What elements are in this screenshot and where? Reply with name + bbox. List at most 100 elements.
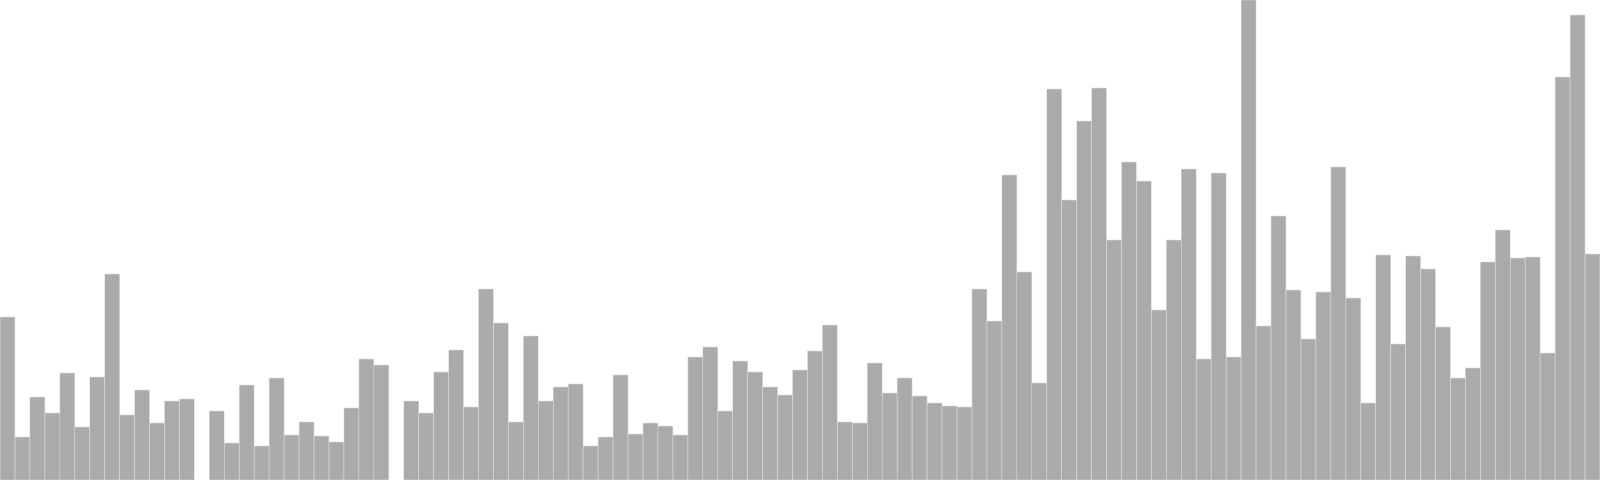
bar-27 <box>403 400 419 480</box>
bar-88 <box>1315 291 1332 480</box>
bar-12 <box>179 398 195 480</box>
bar-75 <box>1121 161 1137 480</box>
bar-22 <box>328 441 345 480</box>
bar-14 <box>209 410 225 480</box>
bar-55 <box>822 324 838 480</box>
bar-4 <box>59 372 76 480</box>
bar-1 <box>14 436 31 480</box>
bar-73 <box>1091 87 1107 480</box>
bar-9 <box>134 389 150 480</box>
bar-81 <box>1210 172 1227 480</box>
bar-72 <box>1076 120 1092 480</box>
bar-94 <box>1405 255 1421 480</box>
bar-29 <box>433 371 449 480</box>
bar-63 <box>941 405 958 480</box>
bar-99 <box>1480 261 1496 480</box>
bar-85 <box>1270 215 1287 480</box>
bar-24 <box>358 358 375 480</box>
bar-51 <box>762 386 778 480</box>
bar-33 <box>493 322 509 480</box>
bar-105 <box>1569 14 1586 480</box>
bar-104 <box>1554 76 1571 480</box>
bar-48 <box>717 410 734 480</box>
bar-60 <box>896 377 913 480</box>
bar-34 <box>508 421 524 480</box>
bar-43 <box>642 422 659 480</box>
bar-17 <box>253 445 270 480</box>
bar-44 <box>657 425 674 480</box>
bar-82 <box>1225 356 1242 480</box>
bar-92 <box>1375 254 1391 480</box>
bar-0 <box>0 316 16 480</box>
bar-78 <box>1166 239 1182 480</box>
bar-68 <box>1016 271 1033 480</box>
bar-74 <box>1106 239 1122 480</box>
bar-83 <box>1240 0 1257 480</box>
bar-38 <box>567 383 584 480</box>
bar-35 <box>523 335 539 480</box>
bar-84 <box>1255 325 1272 480</box>
bar-58 <box>866 362 883 480</box>
bar-50 <box>747 371 763 480</box>
bar-69 <box>1031 382 1048 480</box>
bar-21 <box>313 435 330 480</box>
bar-86 <box>1285 289 1302 480</box>
bar-52 <box>777 394 793 480</box>
bar-96 <box>1435 326 1451 480</box>
bar-53 <box>792 369 808 480</box>
bar-7 <box>104 273 120 480</box>
bar-77 <box>1151 309 1167 480</box>
bar-37 <box>552 386 569 480</box>
bar-8 <box>119 414 135 480</box>
bar-76 <box>1136 180 1152 480</box>
bar-89 <box>1330 166 1347 480</box>
bar-15 <box>224 442 240 480</box>
bar-40 <box>597 436 614 480</box>
bar-70 <box>1046 88 1062 480</box>
bar-28 <box>418 412 434 480</box>
bar-101 <box>1509 257 1526 480</box>
bar-95 <box>1420 268 1436 480</box>
bar-98 <box>1465 367 1481 480</box>
bar-46 <box>687 356 704 480</box>
bar-16 <box>238 384 255 480</box>
bar-20 <box>298 421 315 480</box>
bar-54 <box>807 350 823 480</box>
bar-42 <box>627 433 644 480</box>
bar-91 <box>1360 402 1376 480</box>
bar-67 <box>1001 174 1018 480</box>
bar-56 <box>837 421 853 480</box>
bar-30 <box>448 349 464 480</box>
bar-23 <box>343 407 360 480</box>
bar-31 <box>463 406 479 480</box>
bar-10 <box>149 422 165 480</box>
bar-103 <box>1539 352 1556 480</box>
bar-79 <box>1181 168 1197 480</box>
bar-106 <box>1584 253 1600 480</box>
bar-3 <box>44 412 61 480</box>
bar-41 <box>612 374 629 480</box>
bar-62 <box>926 402 943 480</box>
bar-64 <box>956 406 973 480</box>
bar-87 <box>1300 338 1317 480</box>
bar-66 <box>986 320 1003 480</box>
bar-18 <box>268 377 285 480</box>
bar-39 <box>582 445 599 480</box>
bar-90 <box>1345 297 1362 480</box>
bar-57 <box>852 422 868 480</box>
bar-102 <box>1524 256 1541 480</box>
bar-71 <box>1061 199 1077 480</box>
bar-65 <box>971 288 988 480</box>
bar-5 <box>74 426 91 480</box>
bar-11 <box>164 400 180 480</box>
bar-100 <box>1495 229 1511 480</box>
bar-36 <box>538 400 554 480</box>
bar-2 <box>29 396 46 480</box>
bar-45 <box>672 434 689 480</box>
bar-19 <box>283 434 300 480</box>
bar-25 <box>373 364 390 480</box>
bar-47 <box>702 346 719 480</box>
bar-59 <box>881 392 898 480</box>
bar-61 <box>911 395 928 480</box>
